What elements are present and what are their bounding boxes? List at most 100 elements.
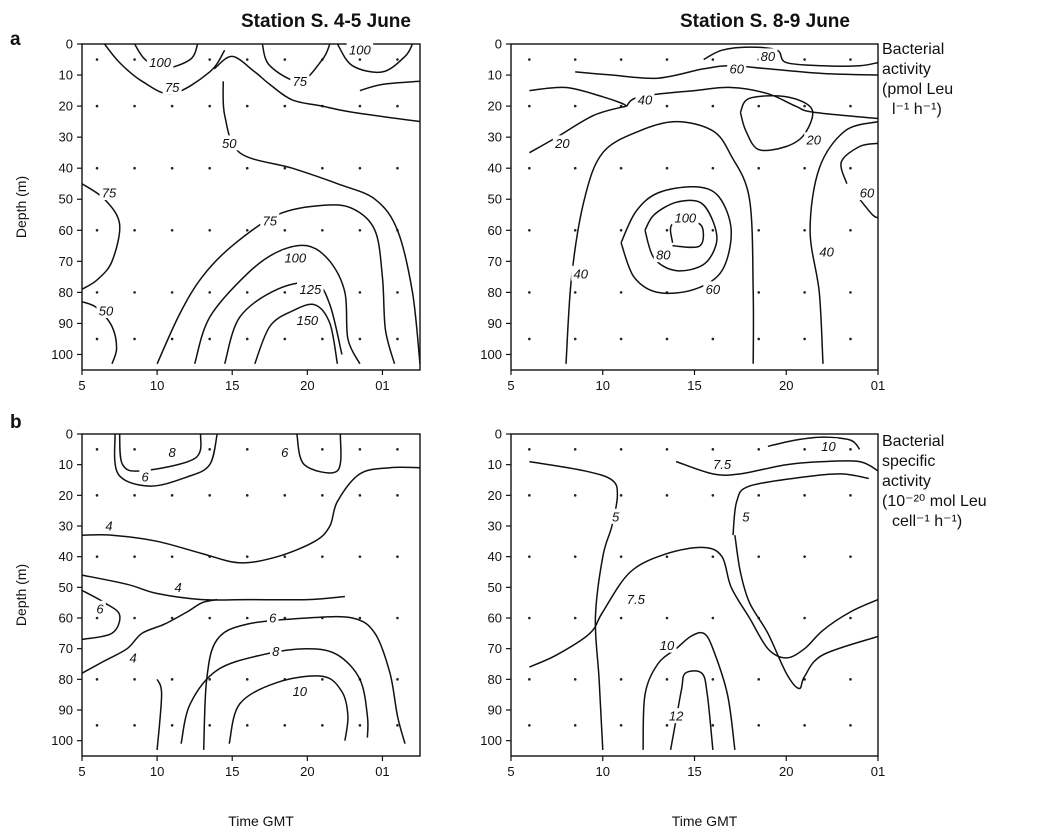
sample-dot [95,616,99,620]
sample-dot [321,166,324,170]
sample-dot [711,166,715,170]
sample-dot [528,166,531,170]
sample-dot [803,448,806,451]
x-tick-label: 01 [871,764,885,779]
y-tick-label: 20 [59,99,73,114]
contour-label-bg [657,637,677,653]
sample-dot [573,678,577,681]
sample-dot [396,678,399,681]
sample-dot [170,616,174,620]
contour-label-bg [297,281,324,297]
sample-dot [245,291,249,294]
contour-label-bg [346,42,374,58]
contour-label: 125 [299,282,321,297]
sample-dot [283,291,287,294]
sample-dot [849,448,852,451]
sample-dot [358,58,362,61]
sample-dot [711,678,715,681]
sample-dot [528,291,531,294]
x-tick-label: 01 [871,378,885,393]
sample-dot [170,337,174,341]
sample-dot [358,337,362,341]
sample-dot [133,678,136,681]
sample-dot [803,555,806,558]
sample-dot [619,337,623,341]
contour-label-bg [703,281,723,297]
sample-dot [711,448,715,451]
sample-dot [283,724,287,727]
y-tick-label: 90 [59,703,73,718]
contour-label: 8 [272,644,280,659]
contour-label-bg [270,643,282,659]
contour-line [626,86,879,120]
y-tick-label: 40 [59,549,73,564]
y-tick-label: 30 [488,519,502,534]
sample-dot [95,724,99,727]
sample-dot [245,104,249,108]
contour-label: 75 [102,186,117,201]
sample-dot [245,448,249,451]
contour-label: 60 [860,186,875,201]
sample-dot [95,291,99,294]
contour-line [675,460,879,476]
sample-dot [396,337,399,341]
sample-dot [757,228,761,232]
y-tick-label: 80 [488,672,502,687]
y-tick-label: 40 [59,161,73,176]
sample-dot [757,448,761,451]
y-tick-label: 60 [488,611,502,626]
sample-dot [573,166,577,170]
contour-line [81,574,345,601]
sample-dot [245,678,249,681]
y-tick-label: 10 [488,457,502,472]
contour-label: 4 [129,650,136,665]
contour-line [565,120,755,364]
sample-dot [245,494,249,497]
contour-label-bg [552,135,572,151]
side-label-line: l⁻¹ h⁻¹) [892,101,942,118]
sample-dot [711,494,715,497]
y-tick-label: 10 [488,68,502,83]
sample-dot [170,494,174,497]
sample-dot [757,166,761,170]
sample-dot [573,724,577,727]
sample-dot [358,724,362,727]
sample-dot [803,58,806,61]
sample-dot [133,448,136,451]
sample-dot [619,291,623,294]
contour-label: 6 [96,601,104,616]
sample-dot [95,494,99,497]
sample-dot [803,291,806,294]
sample-dot [528,448,531,451]
sample-dot [208,291,211,294]
sample-dot [358,616,362,620]
sample-dot [665,228,669,232]
y-tick-label: 100 [480,347,502,362]
contour-line [81,598,218,674]
sample-dot [396,291,399,294]
sample-dot [573,555,577,558]
contour-label: 10 [293,684,308,699]
contour-label-bg [666,708,686,724]
column-title-right: Station S. 8-9 June [680,11,850,32]
side-label-line: activity [882,61,931,78]
sample-dot [849,337,852,341]
contour-label: 10 [660,638,675,653]
sample-dot [396,166,399,170]
side-label-line: Bacterial [882,433,944,450]
sample-dot [619,555,623,558]
contour-label-bg [172,579,184,595]
sample-dot [849,291,852,294]
contour-label: 5 [742,509,750,524]
sample-dot [849,228,852,232]
sample-dot [619,228,623,232]
sample-dot [170,166,174,170]
sample-dot [208,494,211,497]
x-axis-label: Time GMT [672,813,738,829]
y-tick-label: 20 [59,488,73,503]
panel-letter-a: a [10,29,21,50]
x-tick-label: 5 [507,378,514,393]
sample-dot [849,166,852,170]
contour-label-bg [260,212,280,228]
sample-dot [849,494,852,497]
